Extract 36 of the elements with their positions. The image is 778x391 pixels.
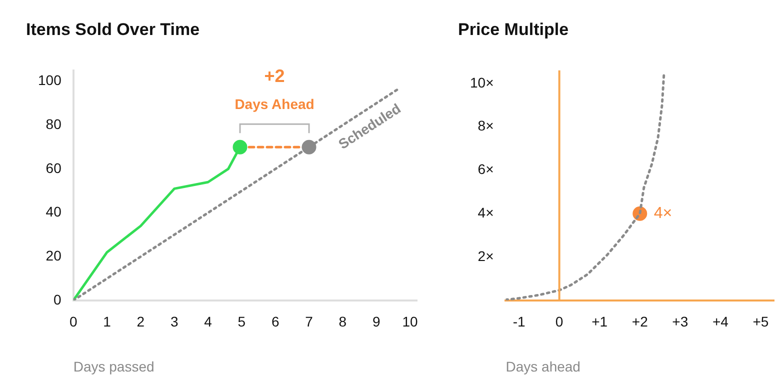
x-tick-label: 5: [238, 314, 246, 330]
x-tick-label: 4: [204, 314, 212, 330]
x-tick-label: -1: [512, 314, 526, 330]
x-tick-label: 6: [271, 314, 280, 330]
y-tick-label: 80: [46, 116, 62, 132]
x-tick-label: +3: [672, 314, 688, 330]
x-tick-label: 3: [170, 314, 178, 330]
x-tick-label: 10: [402, 314, 418, 330]
x-tick-label: 8: [338, 314, 347, 330]
x-axis-title: Days passed: [73, 358, 154, 374]
x-tick-label: 1: [103, 314, 112, 330]
y-tick-label: 2×: [478, 248, 494, 264]
x-axis-title: Days ahead: [506, 358, 580, 374]
y-tick-label: 40: [46, 204, 62, 220]
x-tick-label: 0: [69, 314, 78, 330]
x-tick-label: +1: [592, 314, 608, 330]
x-tick-label: +2: [632, 314, 648, 330]
y-tick-label: 100: [38, 72, 62, 88]
x-tick-label: 9: [372, 314, 380, 330]
annotation: Days Ahead: [234, 96, 314, 112]
y-tick-label: 4×: [478, 204, 494, 220]
y-tick-label: 10×: [470, 74, 494, 90]
chart-title: Items Sold Over Time: [26, 20, 200, 39]
y-tick-label: 6×: [478, 161, 494, 178]
y-tick-label: 8×: [478, 118, 494, 134]
data-label: 4×: [654, 205, 672, 222]
chart-title: Price Multiple: [458, 20, 569, 39]
y-tick-label: 60: [46, 160, 62, 176]
x-tick-label: +4: [712, 314, 729, 330]
y-tick-label: 20: [46, 247, 62, 264]
y-tick-label: 0: [54, 291, 62, 308]
x-tick-label: +5: [752, 314, 769, 330]
x-tick-label: 0: [555, 314, 564, 330]
x-tick-label: 7: [305, 314, 314, 330]
annotation: +2: [264, 66, 285, 86]
x-tick-label: 2: [136, 314, 145, 330]
